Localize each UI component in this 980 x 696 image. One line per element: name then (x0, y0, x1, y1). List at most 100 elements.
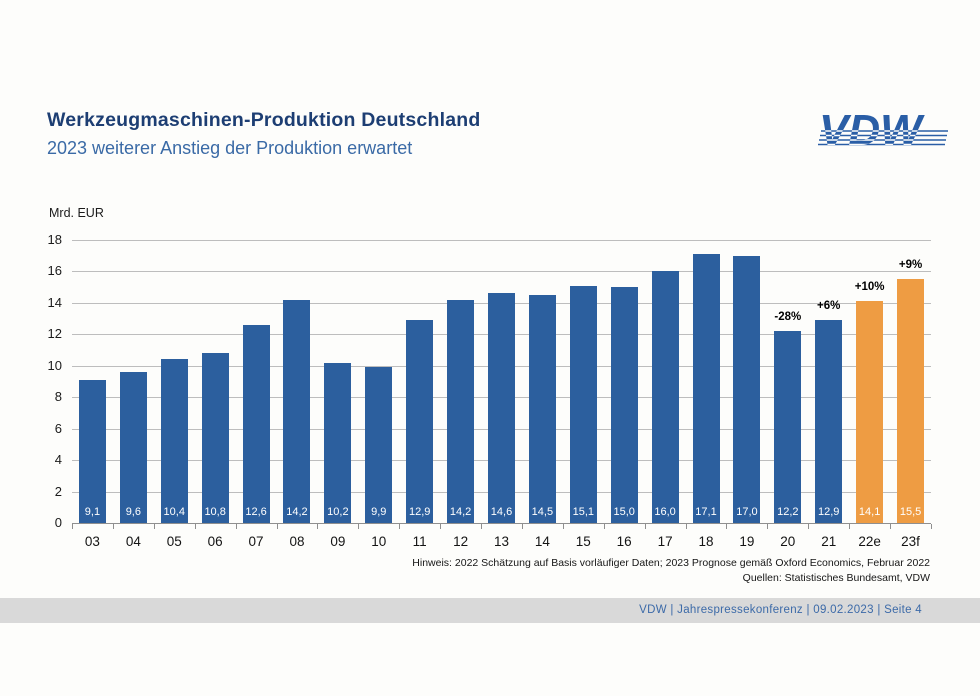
bar-value-label: 15,0 (613, 505, 635, 518)
logo-stripe-cuts (819, 130, 926, 146)
bar-value-label: 12,9 (408, 505, 431, 518)
bar-11: 12,9 (406, 320, 434, 523)
x-axis-tick (235, 524, 237, 529)
bar-18: 17,1 (692, 254, 720, 523)
x-axis-tick (276, 524, 278, 529)
bar-value-label: 9,1 (84, 505, 101, 518)
y-axis-unit-label: Mrd. EUR (49, 206, 104, 220)
bar-17: 16,0 (651, 271, 679, 523)
bar-19: 17,0 (733, 255, 761, 523)
y-tick-label: 18 (47, 232, 62, 247)
bar-13: 14,6 (488, 293, 515, 523)
x-tick-label: 06 (207, 534, 223, 549)
x-axis-tick (685, 524, 687, 529)
y-tick-label: 0 (54, 515, 62, 530)
x-tick-label: 20 (780, 534, 796, 549)
bar-growth-label: +9% (898, 259, 923, 272)
x-axis-tick (603, 524, 605, 529)
x-axis-tick (521, 524, 523, 529)
bar-value-label: 10,4 (163, 505, 185, 518)
y-tick-label: 12 (47, 326, 62, 342)
bar-03: 9,1 (78, 379, 106, 523)
vdw-logo: VDW VDW (818, 106, 948, 155)
page-title: Werkzeugmaschinen-Produktion Deutschland (47, 109, 481, 131)
bar-growth-label: +10% (854, 281, 885, 294)
page-subtitle: 2023 weiterer Anstieg der Produktion erw… (47, 138, 413, 158)
gridline (72, 271, 931, 273)
x-tick-label: 14 (534, 534, 550, 549)
bar-14: 14,5 (528, 295, 556, 523)
bar-value-label: 9,9 (371, 505, 387, 518)
bar-value-label: 14,5 (531, 505, 554, 518)
x-axis-tick (358, 524, 360, 529)
bar-21: 12,9 (815, 320, 843, 523)
x-axis-tick (153, 524, 155, 529)
x-axis-tick (112, 524, 114, 529)
x-axis-tick (767, 524, 769, 529)
x-axis-tick (931, 524, 932, 529)
bar-value-label: 14,1 (858, 505, 881, 518)
x-tick-label: 05 (166, 534, 182, 549)
bar-value-label: 12,6 (245, 505, 267, 518)
footer-text: VDW | Jahrespressekonferenz | 09.02.2023… (639, 604, 922, 616)
x-axis-line (72, 523, 931, 524)
bar-22e: 14,1 (856, 301, 884, 523)
y-tick-label: 2 (54, 483, 62, 499)
x-tick-label: 07 (248, 534, 264, 549)
x-tick-label: 13 (493, 534, 509, 549)
bar-20: 12,2 (774, 331, 802, 523)
bar-growth-label: +6% (817, 300, 841, 313)
x-axis-tick (72, 524, 73, 529)
x-axis-tick (808, 524, 810, 529)
bar-10: 9,9 (365, 367, 393, 523)
x-axis-tick (562, 524, 564, 529)
x-axis-tick (890, 524, 892, 529)
x-tick-label: 18 (698, 534, 714, 549)
bar-07: 12,6 (242, 324, 270, 523)
bar-15: 15,1 (569, 285, 597, 523)
y-tick-label: 8 (54, 389, 62, 405)
x-axis-tick (194, 524, 196, 529)
bar-09: 10,2 (324, 362, 352, 523)
x-tick-label: 09 (330, 534, 346, 549)
bar-value-label: 17,0 (736, 505, 758, 518)
footnote-line-1: Hinweis: 2022 Schätzung auf Basis vorläu… (412, 557, 930, 569)
x-tick-label: 19 (739, 534, 755, 549)
x-tick-label: 16 (616, 534, 632, 549)
bar-value-label: 17,1 (695, 505, 717, 518)
bar-06: 10,8 (201, 353, 229, 523)
x-axis-tick (849, 524, 851, 529)
bar-05: 10,4 (160, 359, 188, 523)
x-tick-label: 17 (657, 534, 673, 549)
y-tick-label: 6 (54, 420, 62, 436)
x-tick-label: 10 (371, 534, 387, 549)
y-tick-label: 14 (47, 294, 62, 310)
y-tick-label: 10 (47, 357, 62, 373)
bar-04: 9,6 (119, 372, 147, 523)
bar-value-label: 12,2 (777, 505, 799, 518)
bar-value-label: 9,6 (125, 505, 141, 518)
bar-value-label: 10,2 (327, 505, 349, 518)
bar-value-label: 14,2 (286, 505, 308, 518)
bar-23f: 15,5 (897, 279, 925, 523)
x-axis-tick (644, 524, 646, 529)
bar-value-label: 14,2 (449, 505, 472, 518)
bar-value-label: 16,0 (654, 505, 676, 518)
footnote-line-2: Quellen: Statistisches Bundesamt, VDW (742, 571, 930, 584)
bar-value-label: 15,5 (899, 505, 922, 518)
bar-value-label: 14,6 (490, 505, 513, 518)
bar-16: 15,0 (610, 287, 638, 523)
bar-08: 14,2 (283, 299, 311, 523)
x-tick-label: 21 (821, 534, 837, 549)
gridline (72, 240, 931, 241)
x-tick-label: 23f (901, 534, 920, 549)
x-tick-label: 03 (84, 534, 100, 549)
x-tick-label: 12 (453, 534, 469, 549)
x-tick-label: 08 (289, 534, 305, 549)
x-axis-tick (399, 524, 401, 529)
y-tick-label: 4 (54, 452, 62, 468)
x-tick-label: 15 (575, 534, 591, 549)
bar-value-label: 10,8 (204, 505, 226, 518)
